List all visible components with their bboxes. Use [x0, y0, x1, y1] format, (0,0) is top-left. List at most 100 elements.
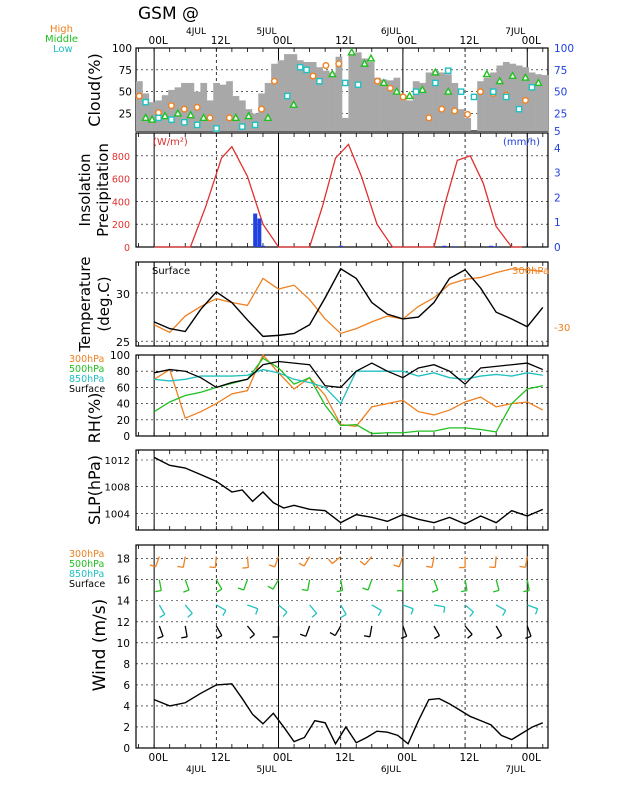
cloud-total-bar	[425, 72, 433, 131]
wind-barb-flag	[426, 565, 433, 569]
wind-barb-staff	[246, 556, 250, 568]
wind-barb-staff	[215, 579, 223, 590]
cloud-low-marker	[213, 125, 220, 132]
date-label-top: 7JUL	[505, 27, 525, 37]
cloud-low-marker	[155, 114, 162, 122]
wind-barb-flag	[301, 588, 308, 592]
wind-ytick: 12	[117, 617, 130, 629]
cloud-total-bar	[264, 82, 272, 131]
rh-ytick: 20	[117, 415, 130, 427]
wind-barb-staff	[526, 579, 530, 591]
ins-units-right: (mm/h)	[503, 137, 540, 148]
cloud-middle-marker	[418, 85, 427, 94]
cloud-high-marker	[225, 114, 233, 122]
cloud-middle-marker	[360, 58, 369, 67]
cloud-total-bar	[271, 63, 278, 131]
cloud-middle-marker	[366, 53, 376, 62]
wind-barb-flag	[393, 564, 400, 568]
ins-ytick-right: 2	[554, 192, 561, 204]
wind-barb-staff	[158, 579, 162, 591]
rh-legend-item: 300hPa	[69, 354, 104, 365]
rh-ytick: 60	[117, 382, 130, 394]
cloud-low-marker	[283, 92, 291, 100]
cloud-low-marker	[168, 116, 175, 123]
wind-barb-flag	[155, 589, 162, 593]
insolation-line	[154, 143, 523, 248]
wind-ytick: 6	[123, 680, 130, 692]
time-tick-top: 12L	[211, 35, 230, 47]
wind-barb-flag	[400, 635, 407, 639]
wind-barb-flag	[159, 613, 166, 619]
cloud-ytick-left: 100	[112, 43, 132, 55]
wind-barb-flag	[299, 633, 307, 637]
wind-barb-staff	[303, 556, 311, 567]
wind-barb-staff	[246, 625, 255, 635]
legend-low: Low	[53, 44, 73, 55]
cloud-total-bar	[515, 65, 523, 131]
cloud-total-bar	[284, 54, 291, 132]
cloud-low-marker	[193, 121, 201, 129]
wind-barb-staff	[464, 579, 468, 591]
cloud-low-marker	[316, 77, 323, 85]
wind-barb-staff	[334, 625, 342, 636]
wind-barb-flag	[282, 611, 288, 618]
wind-barb-staff	[367, 579, 373, 591]
cloud-high-marker	[373, 77, 381, 85]
cloud-high-marker	[399, 93, 407, 101]
rh-line-r850	[154, 368, 543, 405]
wind-speed-line	[153, 683, 544, 746]
wind-barb-flag	[183, 589, 190, 593]
cloud-ytick-right: 25	[554, 109, 567, 121]
date-label-top: 4JUL	[186, 27, 206, 37]
cloud-low-marker	[354, 81, 362, 88]
cloud-total-bar	[168, 89, 175, 131]
ins-ytick-left: 600	[112, 175, 130, 186]
wind-barb-staff	[307, 579, 311, 591]
cloud-high-marker	[206, 114, 214, 122]
wind-barb-flag	[181, 636, 188, 639]
cloud-total-bar	[277, 60, 285, 131]
wind-barb-flag	[363, 635, 371, 638]
wind-barb-staff	[215, 625, 223, 636]
cloud-total-bar	[477, 81, 484, 131]
panel-frame-temp	[135, 261, 549, 347]
wind-barb-staff	[184, 604, 193, 614]
cloud-total-bar	[290, 54, 298, 132]
cloud-high-marker	[309, 72, 317, 80]
date-label-bottom: 7JUL	[505, 765, 525, 775]
cloud-total-bar	[303, 61, 311, 132]
cloud-middle-marker	[147, 114, 157, 123]
cloud-total-bar	[226, 81, 233, 131]
cloud-ytick-right: 50	[554, 87, 567, 99]
cloud-low-marker	[412, 88, 420, 95]
cloud-high-marker	[193, 103, 201, 111]
wind-barb-flag	[489, 566, 496, 569]
slp-ytick: 1008	[105, 483, 130, 494]
temp-right-tick: -30	[554, 323, 570, 334]
wind-barb-staff	[494, 556, 497, 568]
ins-units-left: (W/m²)	[153, 137, 188, 148]
temp-ylabel-1: Temperature	[76, 256, 94, 352]
cloud-high-marker	[167, 102, 175, 110]
slp-ytick: 1004	[105, 509, 130, 520]
cloud-total-bar	[528, 72, 536, 131]
wind-barb-flag	[249, 633, 255, 639]
cloud-middle-marker	[392, 86, 402, 95]
cloud-middle-marker	[186, 110, 196, 119]
temp-ytick: 30	[116, 288, 130, 301]
ins-ylabel-2: Precipitation	[94, 143, 112, 237]
cloud-total-bar	[509, 63, 517, 131]
cloud-high-marker	[135, 92, 143, 100]
temp-300-line	[153, 268, 543, 335]
panel-frame-rh	[135, 354, 549, 437]
wind-barb-staff	[331, 556, 342, 565]
rh-ytick: 100	[110, 350, 130, 362]
cloud-middle-marker	[508, 71, 517, 80]
wind-barb-staff	[524, 556, 528, 568]
wind-ytick: 8	[123, 659, 130, 671]
wind-barb-flag	[493, 589, 500, 593]
ins-ytick-left: 400	[112, 197, 130, 208]
time-tick-top: 00L	[273, 35, 292, 47]
wind-barb-staff	[158, 625, 164, 637]
ins-ytick-right: 3	[554, 168, 561, 180]
